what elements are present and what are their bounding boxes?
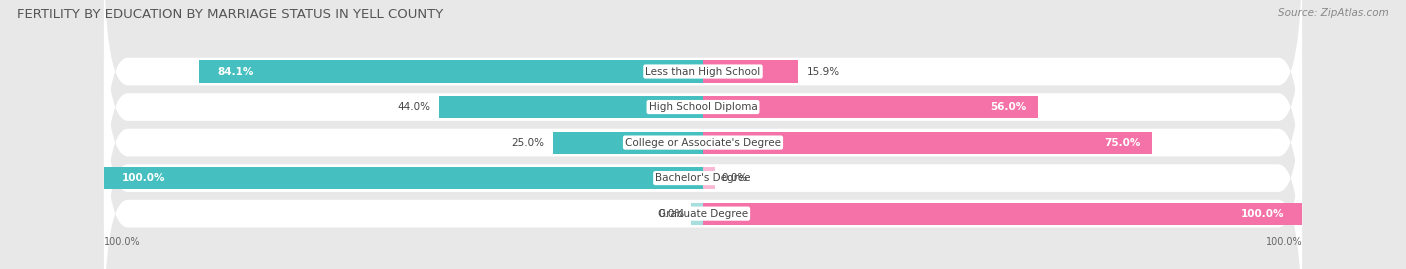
Text: FERTILITY BY EDUCATION BY MARRIAGE STATUS IN YELL COUNTY: FERTILITY BY EDUCATION BY MARRIAGE STATU…: [17, 8, 443, 21]
FancyBboxPatch shape: [104, 14, 1302, 269]
Bar: [703, 167, 716, 189]
Text: College or Associate's Degree: College or Associate's Degree: [626, 137, 780, 148]
Text: 15.9%: 15.9%: [807, 66, 841, 76]
Text: 44.0%: 44.0%: [398, 102, 430, 112]
Text: Bachelor's Degree: Bachelor's Degree: [655, 173, 751, 183]
Text: 56.0%: 56.0%: [990, 102, 1026, 112]
Text: Source: ZipAtlas.com: Source: ZipAtlas.com: [1278, 8, 1389, 18]
Text: 100.0%: 100.0%: [1265, 237, 1302, 247]
Bar: [104, 167, 703, 189]
Text: 100.0%: 100.0%: [104, 237, 141, 247]
Text: 100.0%: 100.0%: [1240, 209, 1284, 219]
Bar: [703, 61, 799, 83]
Text: 100.0%: 100.0%: [122, 173, 166, 183]
Text: Less than High School: Less than High School: [645, 66, 761, 76]
Bar: [690, 203, 703, 225]
FancyBboxPatch shape: [104, 85, 1302, 269]
Text: 75.0%: 75.0%: [1104, 137, 1140, 148]
Bar: [440, 96, 703, 118]
Bar: [703, 203, 1302, 225]
Text: 84.1%: 84.1%: [217, 66, 253, 76]
FancyBboxPatch shape: [104, 0, 1302, 200]
FancyBboxPatch shape: [104, 0, 1302, 235]
Text: 0.0%: 0.0%: [721, 173, 747, 183]
Bar: [703, 96, 1039, 118]
Text: 25.0%: 25.0%: [512, 137, 544, 148]
Text: 0.0%: 0.0%: [659, 209, 685, 219]
Bar: [553, 132, 703, 154]
Bar: [200, 61, 703, 83]
FancyBboxPatch shape: [104, 50, 1302, 269]
Bar: [703, 132, 1153, 154]
Text: High School Diploma: High School Diploma: [648, 102, 758, 112]
Text: Graduate Degree: Graduate Degree: [658, 209, 748, 219]
